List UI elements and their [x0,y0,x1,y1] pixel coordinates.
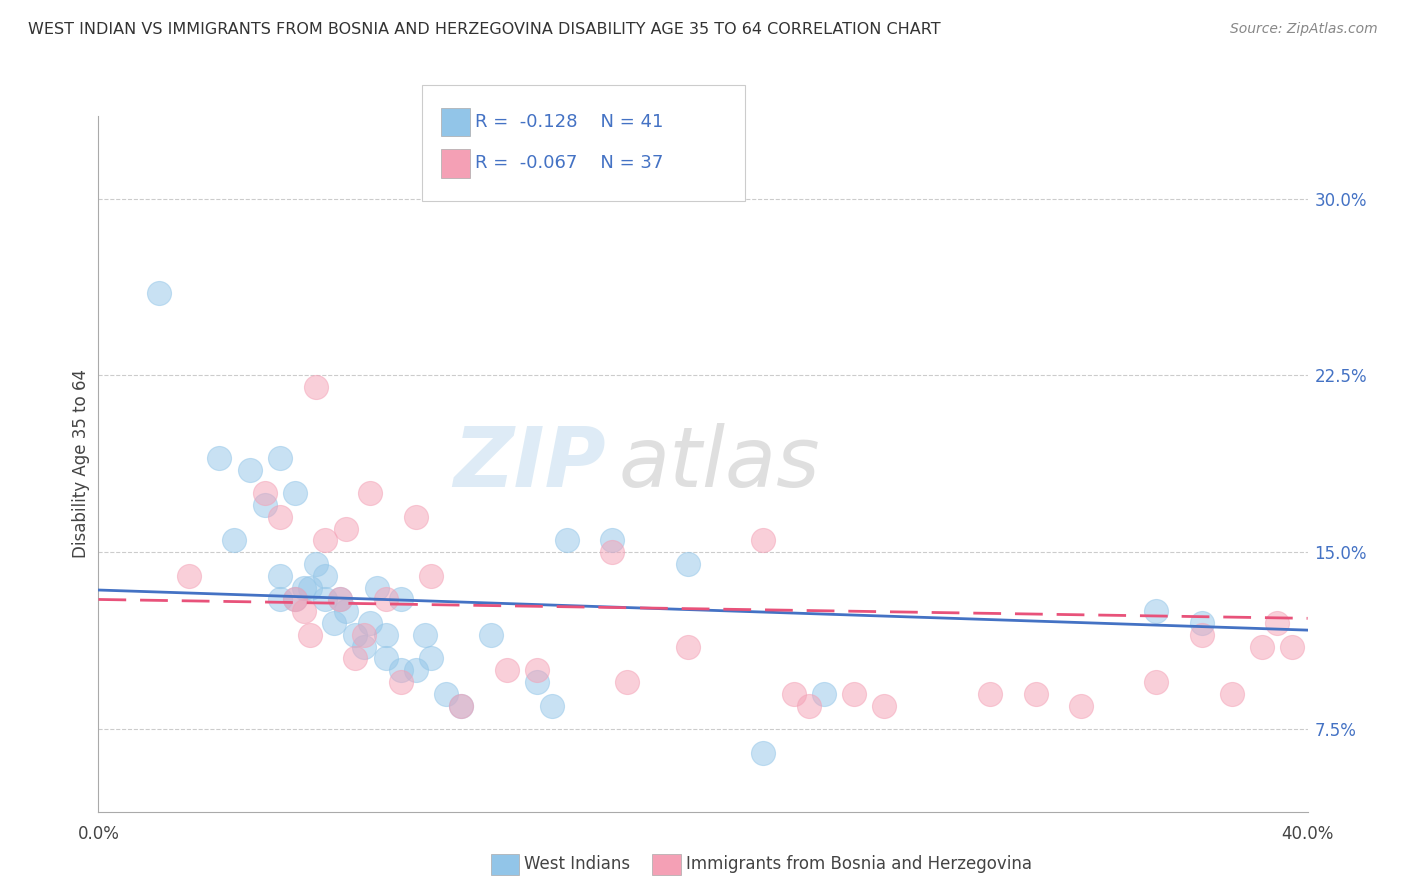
Text: Source: ZipAtlas.com: Source: ZipAtlas.com [1230,22,1378,37]
Point [676,557,699,571]
Point [366,581,388,595]
Point [284,486,307,500]
Point [844,687,866,701]
Point [413,628,436,642]
Text: WEST INDIAN VS IMMIGRANTS FROM BOSNIA AND HERZEGOVINA DISABILITY AGE 35 TO 64 CO: WEST INDIAN VS IMMIGRANTS FROM BOSNIA AN… [28,22,941,37]
Point [353,640,375,654]
Point [292,581,315,595]
Point [752,746,775,760]
Point [208,450,231,465]
Point [450,698,472,713]
Point [555,533,578,548]
Point [374,651,396,665]
Point [420,651,443,665]
Point [269,592,291,607]
Point [314,533,336,548]
Point [253,498,276,512]
Point [269,509,291,524]
Point [239,463,262,477]
Point [179,569,201,583]
Point [374,592,396,607]
Point [602,545,624,559]
Point [1220,687,1243,701]
Text: Immigrants from Bosnia and Herzegovina: Immigrants from Bosnia and Herzegovina [686,855,1032,873]
Point [1191,628,1213,642]
Point [314,592,336,607]
Text: West Indians: West Indians [524,855,630,873]
Point [752,533,775,548]
Point [344,651,367,665]
Point [148,285,170,300]
Point [253,486,276,500]
Text: 0.0%: 0.0% [77,825,120,843]
Point [284,592,307,607]
Point [353,628,375,642]
Point [1144,675,1167,690]
Point [305,557,328,571]
Point [389,675,412,690]
Point [1191,615,1213,630]
Point [873,698,896,713]
Point [450,698,472,713]
Point [314,569,336,583]
Point [389,592,412,607]
Text: atlas: atlas [619,424,820,504]
Text: ZIP: ZIP [454,424,606,504]
Text: R =  -0.128    N = 41: R = -0.128 N = 41 [475,113,664,131]
Point [420,569,443,583]
Point [360,486,382,500]
Point [269,569,291,583]
Point [335,604,357,618]
Point [405,509,427,524]
Point [329,592,352,607]
Point [405,663,427,677]
Point [481,628,503,642]
Point [389,663,412,677]
Point [526,675,548,690]
Point [1281,640,1303,654]
Text: R =  -0.067    N = 37: R = -0.067 N = 37 [475,154,664,172]
Point [1070,698,1092,713]
Point [299,628,322,642]
Point [602,533,624,548]
Y-axis label: Disability Age 35 to 64: Disability Age 35 to 64 [72,369,90,558]
Point [783,687,806,701]
Point [305,380,328,394]
Point [676,640,699,654]
Point [360,615,382,630]
Point [269,450,291,465]
Point [979,687,1001,701]
Point [292,604,315,618]
Point [299,581,322,595]
Text: 40.0%: 40.0% [1281,825,1334,843]
Point [616,675,638,690]
Point [1251,640,1274,654]
Point [526,663,548,677]
Point [1267,615,1289,630]
Point [1144,604,1167,618]
Point [434,687,457,701]
Point [335,522,357,536]
Point [374,628,396,642]
Point [495,663,517,677]
Point [813,687,835,701]
Point [344,628,367,642]
Point [224,533,246,548]
Point [540,698,562,713]
Point [329,592,352,607]
Point [797,698,820,713]
Point [1024,687,1046,701]
Point [323,615,346,630]
Point [284,592,307,607]
